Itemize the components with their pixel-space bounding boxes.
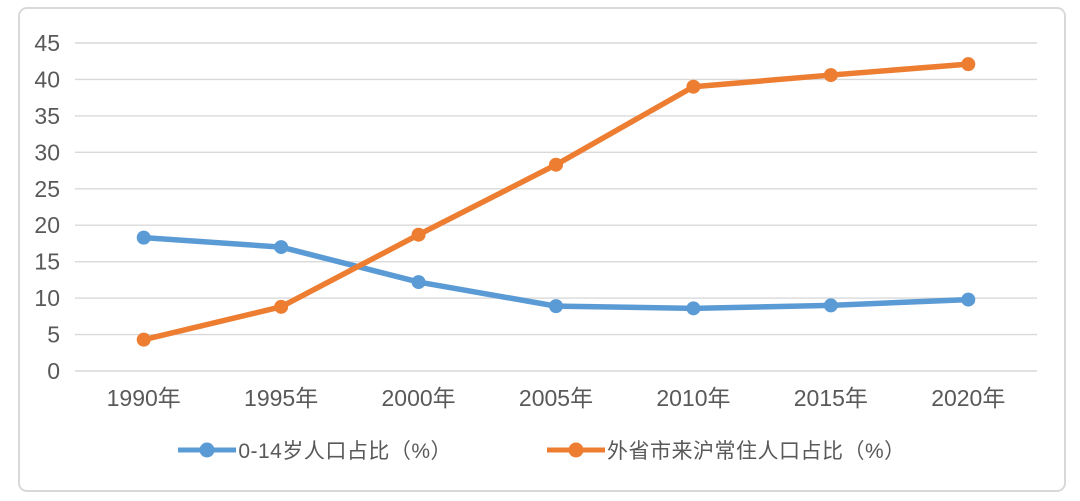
- data-point: [961, 292, 976, 307]
- y-axis-tick-label: 45: [34, 30, 60, 56]
- x-axis-tick-label: 2005年: [519, 385, 593, 411]
- line-chart: 0 5 10 15 20 25 30 35 40 45 1990年 1995年 2000年 2005年 20…: [34, 30, 1037, 411]
- x-axis-tick-label: 2020年: [931, 385, 1005, 411]
- y-axis-tick-label: 0: [47, 358, 60, 384]
- y-axis-tick-label: 10: [34, 285, 60, 311]
- data-point: [686, 79, 701, 94]
- chart-card: 0 5 10 15 20 25 30 35 40 45 1990年 1995年 2000年 2005年 20…: [18, 7, 1066, 492]
- x-axis-tick-label: 2015年: [794, 385, 868, 411]
- data-point: [411, 275, 426, 290]
- data-point: [274, 299, 289, 314]
- data-point: [136, 230, 151, 245]
- y-axis-tick-label: 5: [47, 322, 60, 348]
- data-point: [961, 57, 976, 72]
- data-point: [274, 240, 289, 255]
- legend-label: 外省市来沪常住人口占比（%）: [607, 440, 906, 463]
- data-point: [411, 227, 426, 242]
- data-point: [823, 298, 838, 313]
- data-point: [549, 157, 563, 172]
- x-axis-tick-label: 2010年: [656, 385, 730, 411]
- legend-label: 0-14岁人口占比（%）: [238, 440, 453, 463]
- y-axis-tick-label: 35: [34, 103, 60, 129]
- x-axis-tick-label: 1990年: [107, 385, 181, 411]
- y-axis-tick-label: 30: [34, 139, 60, 165]
- legend-item-0: 0-14岁人口占比（%）: [178, 435, 452, 465]
- y-axis-tick-label: 20: [34, 212, 60, 238]
- data-point: [136, 332, 151, 347]
- legend-line-marker-icon: [547, 442, 606, 458]
- data-point: [686, 301, 701, 316]
- x-axis-tick-label: 2000年: [381, 385, 455, 411]
- y-axis-tick-label: 15: [34, 249, 60, 275]
- y-axis-tick-label: 25: [34, 176, 60, 202]
- data-point: [549, 299, 563, 314]
- chart-legend: 0-14岁人口占比（%） 外省市来沪常住人口占比（%）: [20, 435, 1064, 465]
- x-axis-tick-label: 1995年: [244, 385, 318, 411]
- legend-line-marker-icon: [178, 442, 237, 458]
- data-point: [823, 68, 838, 83]
- legend-item-1: 外省市来沪常住人口占比（%）: [547, 435, 906, 465]
- y-axis-tick-label: 40: [34, 66, 60, 92]
